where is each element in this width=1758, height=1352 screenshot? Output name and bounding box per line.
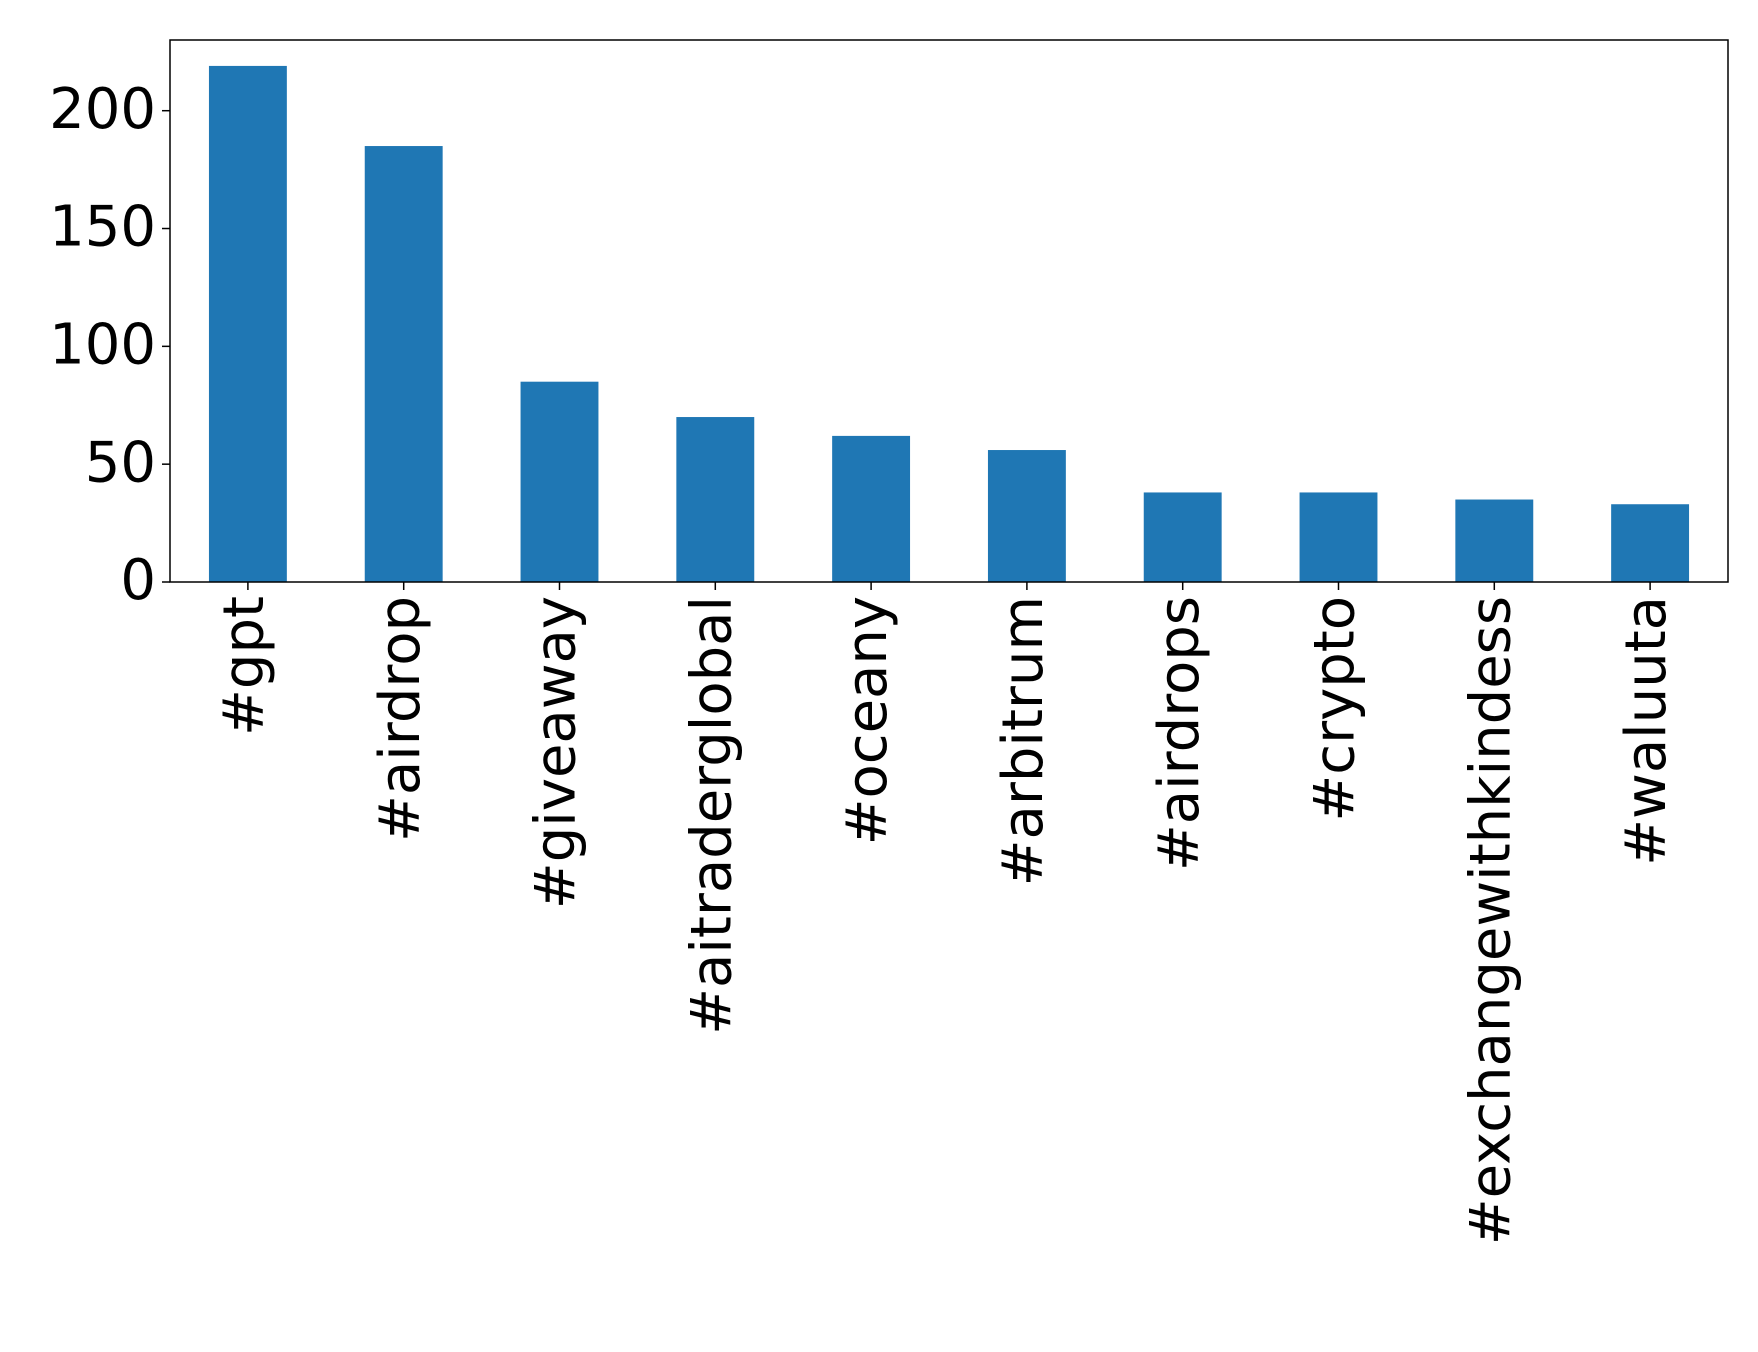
bar: [987, 450, 1066, 582]
y-tick-label: 50: [85, 430, 156, 495]
x-tick-label: #airdrop: [368, 596, 433, 842]
x-tick-label: #oceany: [835, 596, 900, 845]
x-tick-label: #aitraderglobal: [679, 596, 744, 1035]
bar: [208, 65, 287, 582]
bar: [1455, 499, 1534, 582]
x-tick-label: #giveaway: [524, 596, 589, 909]
bar: [1143, 492, 1222, 582]
y-tick-label: 200: [49, 77, 156, 142]
x-tick-label: #waluuta: [1614, 596, 1679, 866]
y-tick-label: 0: [120, 548, 156, 613]
bar: [1611, 504, 1690, 582]
x-tick-label: #airdrops: [1147, 596, 1212, 871]
bar: [676, 417, 755, 582]
x-tick-label: #crypto: [1303, 596, 1368, 822]
x-tick-label: #arbitrum: [991, 596, 1056, 886]
bar: [520, 381, 599, 582]
x-tick-label: #exchangewithkindess: [1458, 596, 1523, 1245]
plot-frame: [169, 39, 1729, 583]
y-tick-label: 100: [49, 312, 156, 377]
bar: [1299, 492, 1378, 582]
bar: [832, 435, 911, 582]
bar: [364, 146, 443, 583]
x-tick-label: #gpt: [212, 596, 277, 736]
y-tick-label: 150: [49, 195, 156, 260]
